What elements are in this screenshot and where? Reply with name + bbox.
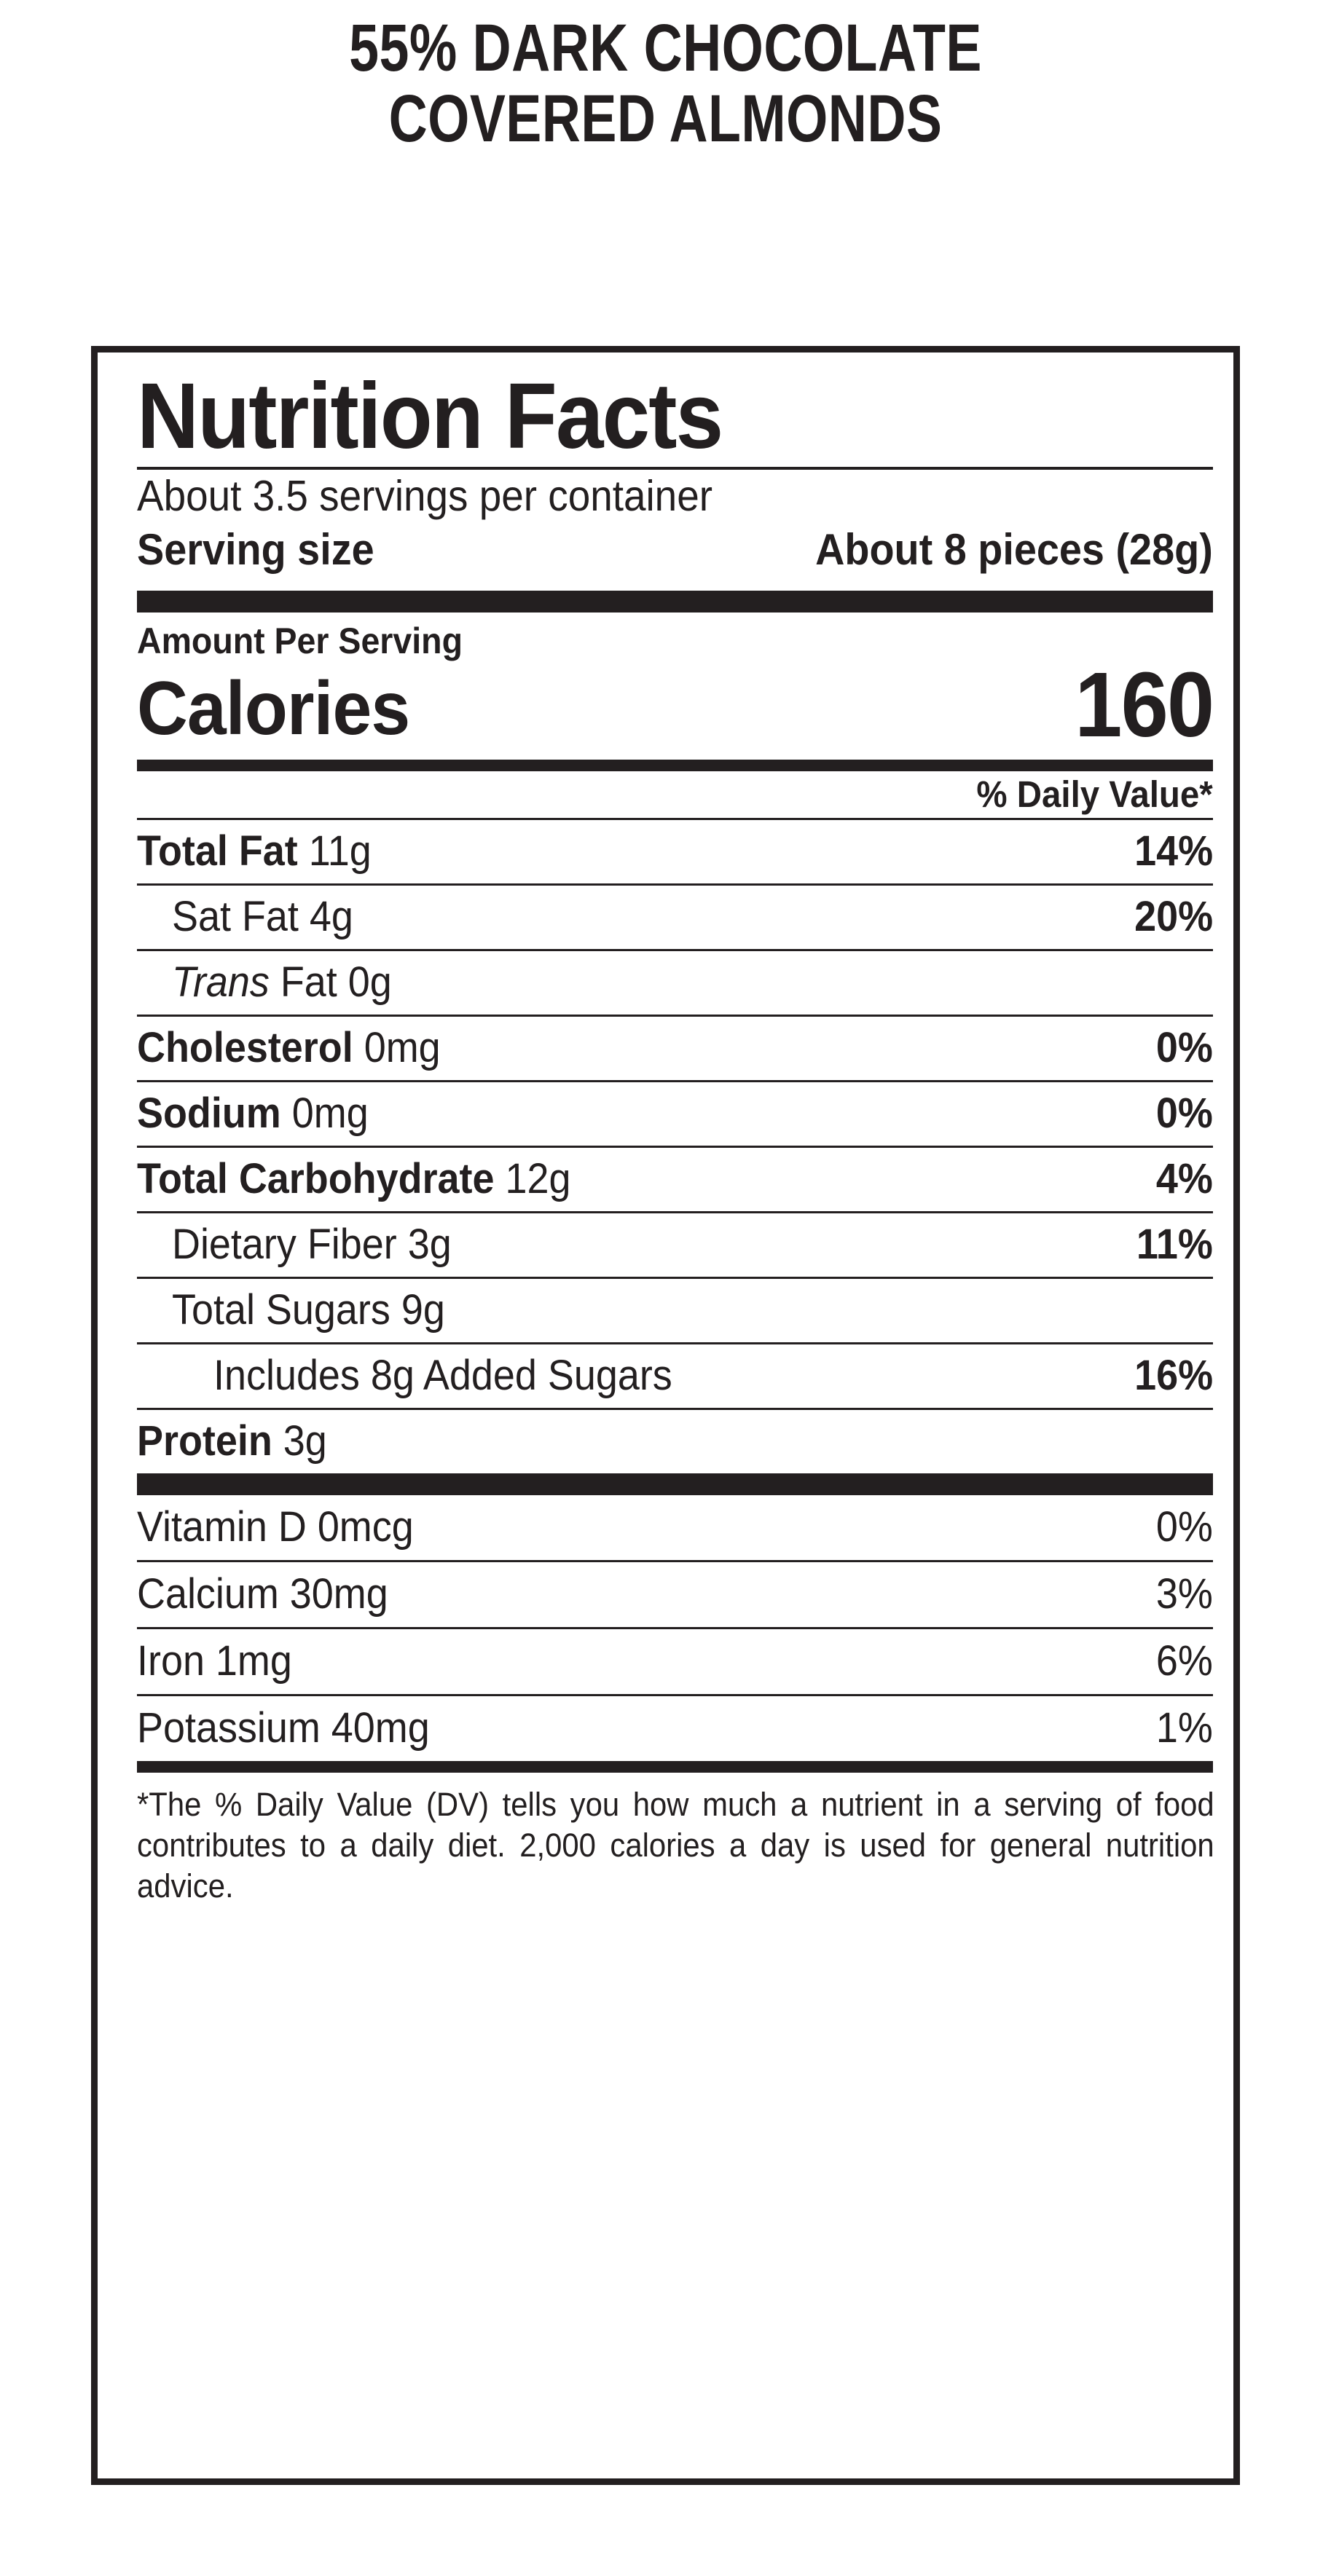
nutrient-row-divider [137, 883, 1213, 886]
product-title: 55% DARK CHOCOLATE COVERED ALMONDS [133, 0, 1198, 154]
nutrient-daily-value: 14% [1134, 827, 1213, 875]
nutrient-row: Protein 3g [137, 1410, 1213, 1473]
vitamin-row: Calcium 30mg 3% [137, 1562, 1213, 1627]
servings-per-container: About 3.5 servings per container [137, 472, 712, 520]
nutrient-label: Total Fat 11g [137, 827, 372, 875]
nutrient-daily-value: 11% [1136, 1221, 1213, 1268]
nutrient-label: Sodium 0mg [137, 1090, 369, 1137]
nutrient-daily-value: 0% [1156, 1090, 1213, 1137]
nutrient-row-divider [137, 1408, 1213, 1410]
nutrient-row: Dietary Fiber 3g 11% [137, 1213, 1213, 1277]
nutrient-row-divider [137, 949, 1213, 951]
nutrient-daily-value: 20% [1134, 893, 1213, 940]
vitamin-row: Potassium 40mg 1% [137, 1696, 1213, 1761]
divider-under-calories [137, 760, 1213, 771]
nutrient-row-divider [137, 1080, 1213, 1082]
divider-thick-above-calories [137, 591, 1213, 613]
amount-per-serving-label: Amount Per Serving [137, 621, 463, 661]
divider-under-heading [137, 467, 1213, 470]
nutrient-row: Total Fat 11g 14% [137, 820, 1213, 883]
vitamin-label: Calcium 30mg [137, 1570, 388, 1618]
nutrient-row-divider [137, 1015, 1213, 1017]
vitamin-label: Vitamin D 0mcg [137, 1503, 414, 1551]
nutrient-row-divider [137, 1277, 1213, 1279]
vitamin-rows: Vitamin D 0mcg 0% Calcium 30mg 3% Iron 1mg 6%… [137, 1495, 1213, 1761]
divider-thick-above-vitamins [137, 1473, 1213, 1495]
vitamin-daily-value: 1% [1156, 1704, 1213, 1752]
serving-size-label: Serving size [137, 525, 374, 574]
vitamin-daily-value: 0% [1156, 1503, 1213, 1551]
nutrient-row: Sat Fat 4g 20% [137, 886, 1213, 949]
calories-row: Calories 160 [137, 653, 1214, 756]
vitamin-row: Vitamin D 0mcg 0% [137, 1495, 1213, 1560]
vitamin-row-divider [137, 1560, 1213, 1562]
vitamin-label: Iron 1mg [137, 1637, 292, 1685]
divider-above-footnote [137, 1761, 1213, 1773]
calories-label: Calories [137, 666, 410, 751]
nutrient-row-divider [137, 1146, 1213, 1148]
vitamin-row-divider [137, 1694, 1213, 1696]
divider-above-nutrients [137, 818, 1213, 820]
nutrient-daily-value: 4% [1156, 1155, 1213, 1202]
nutrient-row-divider [137, 1211, 1213, 1213]
product-title-line-2: COVERED ALMONDS [388, 82, 943, 156]
nutrition-facts-content: Nutrition Facts About 3.5 servings per c… [137, 364, 1214, 1907]
footnote-text: *The % Daily Value (DV) tells you how mu… [137, 1786, 1214, 1905]
nutrient-label: Total Carbohydrate 12g [137, 1155, 571, 1202]
nutrient-label: Protein 3g [137, 1417, 327, 1465]
vitamin-daily-value: 3% [1156, 1570, 1213, 1618]
nutrient-label: Cholesterol 0mg [137, 1024, 441, 1071]
vitamin-daily-value: 6% [1156, 1637, 1213, 1685]
daily-value-header: % Daily Value* [976, 773, 1213, 815]
nutrient-row: Includes 8g Added Sugars 16% [137, 1344, 1213, 1408]
vitamin-row-divider [137, 1627, 1213, 1629]
daily-value-footnote: *The % Daily Value (DV) tells you how mu… [137, 1773, 1214, 1907]
nutrient-label: Total Sugars 9g [172, 1286, 445, 1334]
nutrient-row-divider [137, 1342, 1213, 1344]
nutrient-row: Cholesterol 0mg 0% [137, 1017, 1213, 1080]
nutrient-daily-value: 0% [1156, 1024, 1213, 1071]
nutrient-row: Trans Fat 0g [137, 951, 1213, 1015]
nutrient-label: Trans Fat 0g [172, 958, 392, 1006]
product-title-line-1: 55% DARK CHOCOLATE [349, 11, 982, 85]
nutrition-facts-panel: Nutrition Facts About 3.5 servings per c… [91, 346, 1240, 2485]
nutrient-label: Includes 8g Added Sugars [213, 1352, 672, 1399]
nutrition-facts-heading: Nutrition Facts [137, 364, 723, 468]
nutrient-row: Total Carbohydrate 12g 4% [137, 1148, 1213, 1211]
nutrient-label: Sat Fat 4g [172, 893, 353, 940]
serving-size-value: About 8 pieces (28g) [815, 525, 1213, 574]
nutrient-daily-value: 16% [1134, 1352, 1213, 1399]
nutrient-row: Total Sugars 9g [137, 1279, 1213, 1342]
serving-size-row: Serving size About 8 pieces (28g) [137, 522, 1213, 578]
nutrient-label: Dietary Fiber 3g [172, 1221, 452, 1268]
calories-value: 160 [1075, 653, 1214, 756]
nutrient-row: Sodium 0mg 0% [137, 1082, 1213, 1146]
nutrient-rows: Total Fat 11g 14% Sat Fat 4g 20% Trans Fat 0… [137, 820, 1213, 1473]
vitamin-label: Potassium 40mg [137, 1704, 430, 1752]
vitamin-row: Iron 1mg 6% [137, 1629, 1213, 1694]
